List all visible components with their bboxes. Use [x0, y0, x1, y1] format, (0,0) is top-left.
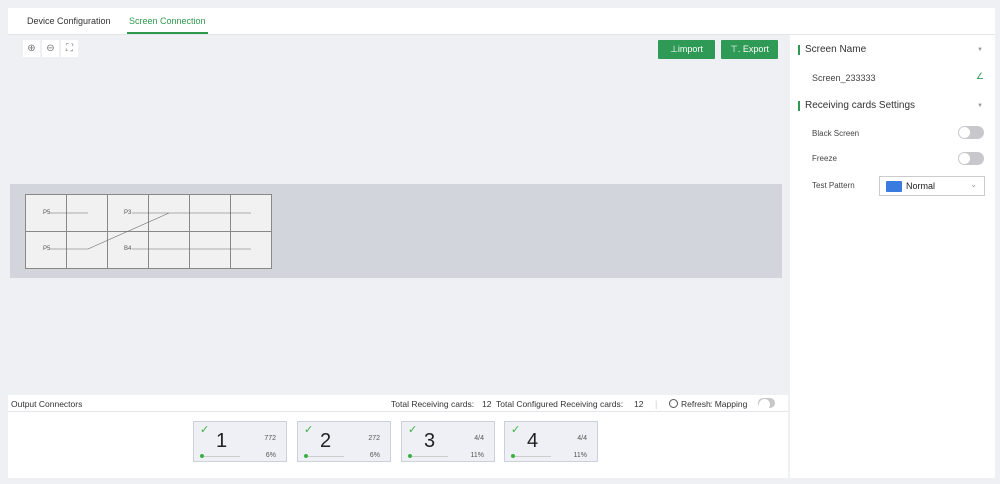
- zoom-in-icon[interactable]: ⊕: [23, 40, 40, 57]
- connector-count: 4/4: [474, 435, 484, 442]
- connector-number: 3: [424, 430, 436, 452]
- tab-screen-connection[interactable]: Screen Connection: [127, 16, 208, 34]
- connector-count: 272: [368, 435, 380, 442]
- progress-bar: [306, 456, 344, 457]
- test-pattern-select[interactable]: Normal ⌄: [879, 176, 985, 196]
- black-screen-label: Black Screen: [812, 129, 860, 138]
- connector-number: 4: [527, 430, 539, 452]
- receiving-cards-section[interactable]: Receiving cards Settings: [798, 101, 915, 111]
- caret-down-icon[interactable]: ▼: [977, 103, 983, 109]
- freeze-label: Freeze: [812, 154, 837, 163]
- refresh-button[interactable]: Refresh: [681, 399, 711, 409]
- black-screen-toggle[interactable]: [958, 126, 984, 139]
- fit-screen-icon[interactable]: ⛶: [61, 40, 78, 57]
- port-label: P5: [43, 246, 51, 252]
- screen-name-section[interactable]: Screen Name: [798, 45, 866, 55]
- connection-lines: [50, 212, 251, 250]
- receiving-card-cell[interactable]: [231, 195, 272, 232]
- port-label: B4: [124, 246, 132, 252]
- test-pattern-label: Test Pattern: [812, 181, 855, 190]
- caret-down-icon[interactable]: ▼: [977, 47, 983, 53]
- receiving-card-cell[interactable]: [67, 195, 108, 232]
- total-receiving-label: Total Receiving cards:: [391, 399, 475, 409]
- total-configured-label: Total Configured Receiving cards:: [496, 399, 624, 409]
- mapping-toggle[interactable]: [758, 398, 775, 410]
- progress-dot: [511, 454, 515, 458]
- progress-dot: [304, 454, 308, 458]
- receiving-card-cell[interactable]: [190, 232, 231, 269]
- progress-dot: [408, 454, 412, 458]
- receiving-card-cell[interactable]: [108, 232, 149, 269]
- total-receiving-value: 12: [482, 399, 492, 409]
- test-pattern-value: Normal: [906, 181, 936, 191]
- output-connectors-title: Output Connectors: [11, 399, 83, 409]
- connector-card[interactable]: ✓ 3 4/4 11%: [401, 421, 495, 462]
- edit-icon[interactable]: ∠: [975, 71, 984, 81]
- output-connectors-header: Output Connectors Total Receiving cards:…: [8, 395, 788, 412]
- connector-card[interactable]: ✓ 2 272 6%: [297, 421, 391, 462]
- receiving-card-cell[interactable]: [149, 195, 190, 232]
- import-button[interactable]: ⊥import: [658, 40, 715, 59]
- receiving-card-cell[interactable]: [26, 232, 67, 269]
- receiving-card-cell[interactable]: [190, 195, 231, 232]
- port-label: P3: [124, 210, 132, 216]
- total-configured-value: 12: [634, 399, 644, 409]
- connector-number: 1: [216, 430, 228, 452]
- properties-panel: Screen Name ▼ Screen_233333 ∠ Receiving …: [790, 35, 995, 478]
- progress-bar: [513, 456, 551, 457]
- connector-percent: 11%: [573, 452, 588, 459]
- check-icon: ✓: [408, 424, 418, 436]
- port-label: P5: [43, 210, 51, 216]
- freeze-toggle[interactable]: [958, 152, 984, 165]
- divider: |: [655, 399, 658, 409]
- connector-percent: 6%: [265, 452, 276, 459]
- progress-bar: [410, 456, 448, 457]
- export-button[interactable]: ⊤. Export: [721, 40, 778, 59]
- receiving-card-cell[interactable]: [108, 195, 149, 232]
- receiving-card-cell[interactable]: [26, 195, 67, 232]
- connector-card[interactable]: ✓ 1 772 6%: [193, 421, 287, 462]
- check-icon: ✓: [511, 424, 521, 436]
- chevron-down-icon: ⌄: [970, 180, 977, 189]
- refresh-icon[interactable]: [669, 399, 678, 408]
- connector-percent: 11%: [470, 452, 485, 459]
- receiving-card-cell[interactable]: [67, 232, 108, 269]
- receiving-card-cell[interactable]: [149, 232, 190, 269]
- screen-name-value: Screen_233333: [812, 73, 876, 83]
- connector-count: 772: [264, 435, 276, 442]
- connector-number: 2: [320, 430, 332, 452]
- mapping-label: : Mapping: [710, 399, 748, 409]
- check-icon: ✓: [304, 424, 314, 436]
- connector-count: 4/4: [577, 435, 587, 442]
- connector-percent: 6%: [369, 452, 380, 459]
- receiving-card-grid[interactable]: P5 P3 P5 B4: [25, 194, 272, 269]
- progress-dot: [200, 454, 204, 458]
- output-connectors-area: [8, 412, 788, 478]
- zoom-out-icon[interactable]: ⊖: [42, 40, 59, 57]
- receiving-card-cell[interactable]: [231, 232, 272, 269]
- connector-card[interactable]: ✓ 4 4/4 11%: [504, 421, 598, 462]
- top-tab-bar: Device Configuration Screen Connection: [8, 8, 995, 35]
- image-icon: [886, 181, 902, 192]
- progress-bar: [202, 456, 240, 457]
- tab-device-configuration[interactable]: Device Configuration: [27, 16, 111, 26]
- check-icon: ✓: [200, 424, 210, 436]
